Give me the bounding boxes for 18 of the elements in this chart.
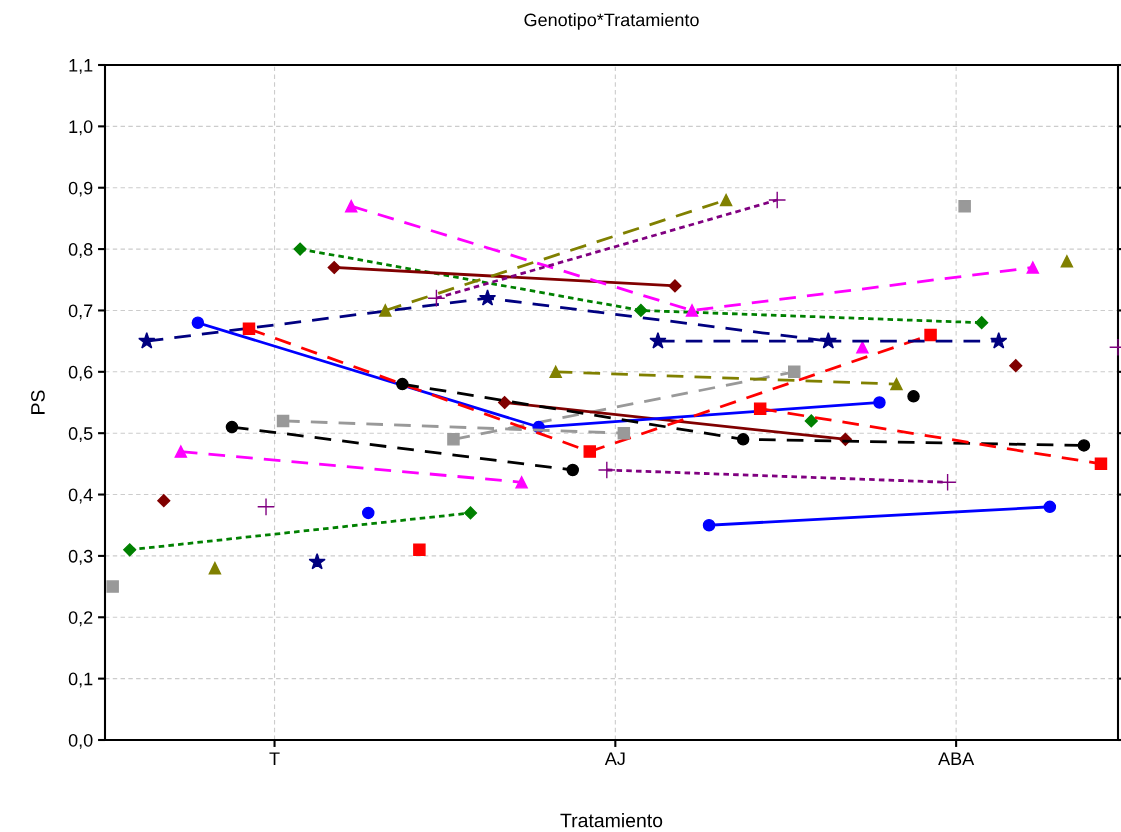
y-tick-label: 0,4 [68,488,93,504]
x-axis-title: Tratamiento [560,813,663,828]
y-tick-label: 1,0 [69,120,93,136]
x-tick-label: ABA [938,752,975,765]
y-tick-label: 0,5 [68,427,93,443]
x-tick-label: T [269,752,280,765]
y-tick-label: 0,6 [68,365,93,381]
y-tick-label: 0,3 [68,549,93,565]
y-tick-label: 0,9 [68,181,93,197]
y-tick-label: 0,2 [68,611,93,627]
y-tick-label: 0,1 [68,672,93,688]
y-tick-label: 0,0 [68,733,93,749]
x-tick-label: AJ [604,752,625,766]
y-tick-label: 1,1 [69,59,93,74]
y-axis-title: PS [31,390,45,414]
y-tick-label: 0,8 [68,243,93,258]
y-tick-label: 0,7 [68,304,93,320]
chart-title: Genotipo*Tratamiento [524,13,699,30]
